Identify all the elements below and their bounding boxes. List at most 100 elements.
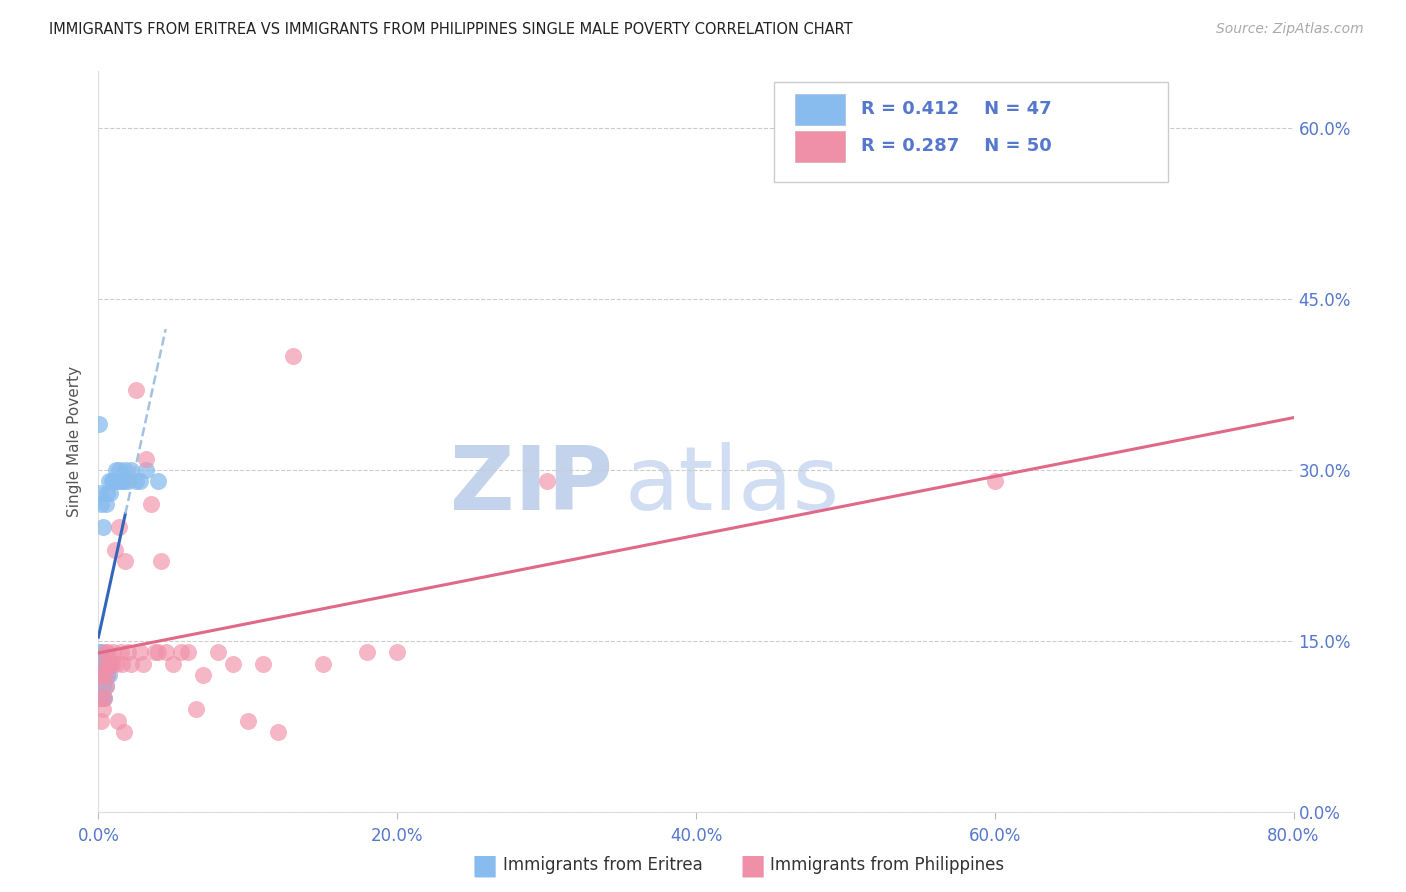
Point <box>101 475 124 489</box>
Point <box>91 657 114 671</box>
Point <box>94 680 117 694</box>
Point <box>112 475 135 489</box>
Point <box>96 645 118 659</box>
Point <box>110 475 132 489</box>
Point <box>89 690 111 705</box>
Point <box>93 668 115 682</box>
Point <box>108 520 131 534</box>
Point <box>90 680 112 694</box>
Point <box>120 463 142 477</box>
Point <box>98 657 122 671</box>
Point <box>111 475 134 489</box>
Point <box>162 657 184 671</box>
Point <box>97 668 120 682</box>
Point <box>90 690 112 705</box>
Point <box>91 702 114 716</box>
Point <box>148 475 170 489</box>
Point <box>105 657 128 671</box>
Point <box>155 645 177 659</box>
Point <box>169 645 191 659</box>
Point <box>98 657 122 671</box>
Point <box>117 475 139 489</box>
Point <box>984 475 1007 489</box>
Point <box>108 463 131 477</box>
Point <box>129 475 152 489</box>
Point <box>94 645 117 659</box>
Point <box>91 668 114 682</box>
Point <box>103 475 125 489</box>
Point <box>103 645 125 659</box>
Point <box>91 680 114 694</box>
Point <box>132 657 155 671</box>
Point <box>94 497 117 511</box>
Point <box>94 668 117 682</box>
Point <box>110 645 132 659</box>
Point <box>135 463 157 477</box>
Point <box>89 485 111 500</box>
Text: atlas: atlas <box>624 442 839 530</box>
Point <box>104 542 127 557</box>
Point <box>89 668 111 682</box>
Point <box>96 485 118 500</box>
Point <box>281 349 304 363</box>
Point <box>222 657 245 671</box>
Text: ■: ■ <box>472 851 498 880</box>
Text: ■: ■ <box>740 851 765 880</box>
Point <box>90 714 112 728</box>
Point <box>93 690 115 705</box>
Point <box>129 645 152 659</box>
Point <box>311 657 333 671</box>
Text: R = 0.412    N = 47: R = 0.412 N = 47 <box>860 100 1052 118</box>
FancyBboxPatch shape <box>796 130 845 161</box>
Point <box>252 657 274 671</box>
Point <box>125 384 148 398</box>
Point <box>93 690 115 705</box>
Point <box>536 475 558 489</box>
Point <box>139 497 162 511</box>
FancyBboxPatch shape <box>773 82 1168 183</box>
Point <box>89 690 111 705</box>
Point <box>111 657 134 671</box>
Point <box>143 645 166 659</box>
Point <box>91 690 114 705</box>
Text: IMMIGRANTS FROM ERITREA VS IMMIGRANTS FROM PHILIPPINES SINGLE MALE POVERTY CORRE: IMMIGRANTS FROM ERITREA VS IMMIGRANTS FR… <box>49 22 853 37</box>
Point <box>90 690 112 705</box>
Point <box>114 554 136 568</box>
Point <box>114 463 136 477</box>
Point <box>236 714 259 728</box>
Point <box>148 645 170 659</box>
Text: Immigrants from Eritrea: Immigrants from Eritrea <box>503 856 703 874</box>
Point <box>150 554 173 568</box>
Point <box>90 690 112 705</box>
FancyBboxPatch shape <box>796 94 845 125</box>
Point <box>90 657 112 671</box>
Point <box>89 668 111 682</box>
Point <box>96 668 118 682</box>
Point <box>135 451 157 466</box>
Y-axis label: Single Male Poverty: Single Male Poverty <box>67 366 83 517</box>
Point <box>89 680 111 694</box>
Point <box>105 463 128 477</box>
Point <box>107 714 129 728</box>
Point <box>89 645 111 659</box>
Point <box>191 668 214 682</box>
Point <box>97 475 120 489</box>
Point <box>184 702 207 716</box>
Point <box>112 725 135 739</box>
Point <box>97 657 120 671</box>
Point <box>177 645 200 659</box>
Text: Source: ZipAtlas.com: Source: ZipAtlas.com <box>1216 22 1364 37</box>
Point <box>98 485 122 500</box>
Point <box>91 520 114 534</box>
Point <box>104 475 127 489</box>
Text: R = 0.287    N = 50: R = 0.287 N = 50 <box>860 137 1052 155</box>
Point <box>267 725 290 739</box>
Point <box>89 657 111 671</box>
Point <box>87 417 110 432</box>
Point <box>101 657 124 671</box>
Point <box>207 645 229 659</box>
Point <box>89 690 111 705</box>
Point <box>356 645 378 659</box>
Point <box>90 645 112 659</box>
Point <box>117 645 139 659</box>
